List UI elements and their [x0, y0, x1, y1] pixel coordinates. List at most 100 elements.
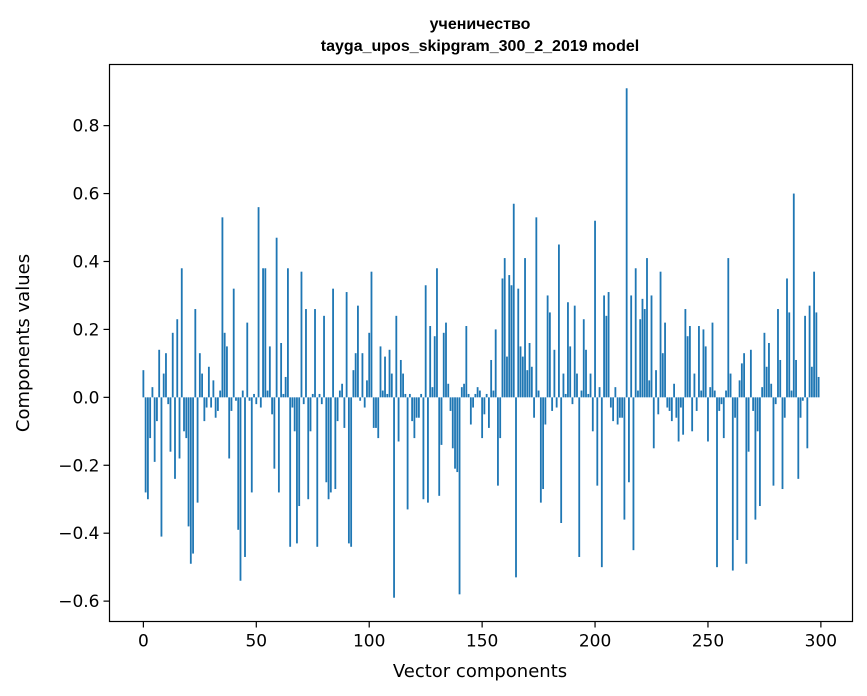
bar: [268, 346, 271, 398]
bar: [230, 397, 233, 411]
bar: [244, 397, 246, 557]
bar: [223, 332, 226, 398]
bar: [792, 193, 795, 398]
bar: [727, 258, 730, 398]
bar: [271, 397, 274, 415]
bar: [650, 295, 653, 398]
bar: [221, 217, 224, 398]
bar: [327, 397, 330, 500]
bar: [277, 397, 280, 493]
bar: [253, 393, 255, 398]
bar: [427, 397, 429, 503]
bar: [320, 397, 323, 405]
bar: [763, 332, 766, 398]
x-axis: 0 50 100 150 200 250 300: [138, 621, 837, 652]
bar: [768, 343, 770, 398]
bar: [542, 397, 545, 490]
y-axis-label: Components values: [13, 254, 34, 432]
bar: [666, 397, 669, 408]
bar: [241, 390, 244, 398]
bar: [510, 285, 513, 398]
bar: [707, 397, 709, 442]
chart-title: ученичество: [430, 16, 531, 33]
bar: [291, 397, 294, 408]
bar: [501, 278, 504, 398]
bar: [248, 397, 251, 401]
y-tick-label: −0.2: [58, 456, 99, 476]
y-tick-label: 0.0: [72, 388, 99, 408]
bar: [174, 397, 176, 479]
bar: [368, 332, 371, 398]
bar: [379, 346, 382, 398]
bar: [632, 397, 635, 551]
bar: [564, 393, 567, 398]
bar: [569, 346, 572, 398]
bar: [201, 373, 203, 398]
bar: [451, 397, 454, 449]
bar: [673, 383, 675, 398]
bar: [537, 390, 540, 398]
bar: [332, 288, 334, 398]
bar: [298, 397, 301, 507]
bar: [817, 376, 820, 398]
bar: [526, 370, 529, 398]
bar: [390, 373, 393, 398]
bar: [357, 305, 359, 398]
bar: [655, 370, 657, 398]
bar: [756, 397, 759, 432]
bar: [578, 397, 581, 557]
bar: [515, 397, 517, 578]
bar: [210, 397, 213, 408]
bar: [571, 397, 574, 405]
bar: [777, 309, 779, 398]
bar: [544, 397, 547, 425]
bar: [781, 397, 784, 490]
bar: [646, 258, 648, 398]
bar: [736, 397, 739, 540]
bar: [255, 397, 258, 405]
bar: [684, 309, 687, 398]
bar: [738, 380, 741, 398]
bar: [630, 295, 633, 398]
bar: [341, 383, 344, 398]
bar: [677, 397, 680, 442]
bar: [189, 397, 192, 564]
bar: [808, 305, 811, 398]
bar: [266, 390, 269, 398]
bar: [693, 373, 696, 398]
bar: [142, 370, 145, 398]
bar: [399, 359, 402, 398]
bar: [679, 397, 682, 408]
y-axis: −0.6 −0.4 −0.2 0.0 0.2 0.4 0.6 0.8: [58, 117, 110, 612]
bar: [605, 315, 608, 398]
bar: [774, 397, 777, 405]
bar: [815, 312, 818, 398]
bar: [352, 370, 355, 398]
bar: [411, 397, 414, 422]
bar: [259, 397, 262, 408]
bar: [307, 397, 310, 500]
bar: [521, 356, 524, 398]
bar: [488, 397, 490, 428]
bar: [458, 397, 461, 595]
bar: [490, 359, 493, 398]
bar: [596, 397, 599, 486]
bar: [492, 390, 495, 398]
bar: [481, 397, 484, 439]
bar: [600, 397, 603, 568]
bar: [641, 298, 644, 398]
bar: [422, 397, 425, 500]
bar: [790, 390, 793, 398]
bar: [318, 393, 321, 398]
bar: [533, 397, 535, 418]
bar: [359, 397, 362, 401]
bar: [314, 309, 316, 398]
bar: [686, 336, 689, 398]
bar: [761, 387, 764, 398]
bar: [607, 292, 610, 398]
x-tick-label: 0: [138, 632, 149, 652]
bar: [474, 393, 477, 398]
bar: [783, 397, 786, 418]
bar: [555, 397, 558, 408]
bar: [560, 397, 563, 523]
